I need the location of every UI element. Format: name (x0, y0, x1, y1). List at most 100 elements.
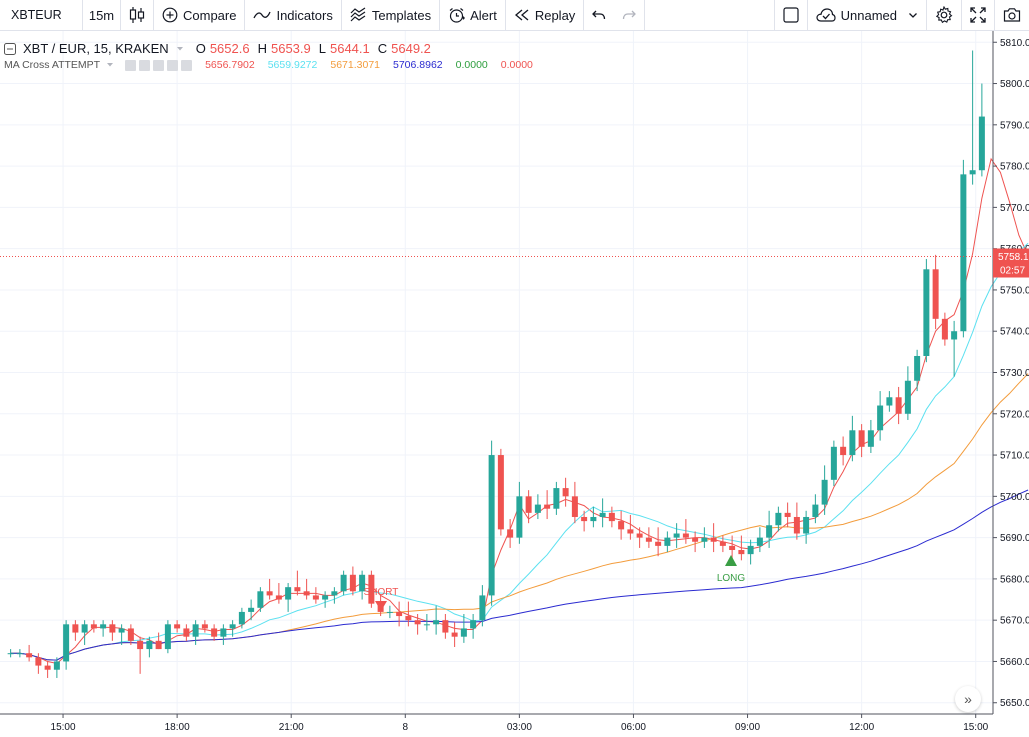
candle-body (44, 665, 51, 670)
high-value: 5653.9 (270, 41, 311, 56)
price-chart[interactable]: SHORT LONG 5650.0 5660.0 5670.0 5680.0 5690.0… (0, 31, 1029, 737)
candle-body (673, 533, 680, 538)
price-tick-label: 5680.0 (1000, 574, 1029, 585)
interval-text: 15m (88, 7, 115, 23)
candle-body (479, 595, 486, 621)
candle (349, 566, 356, 596)
candle (127, 624, 134, 645)
candle (932, 254, 939, 330)
candle (701, 527, 708, 548)
candle (590, 506, 597, 528)
candle (534, 494, 541, 520)
candle (192, 620, 199, 645)
eye-icon[interactable] (125, 59, 137, 71)
fullscreen-layout-button[interactable] (775, 0, 808, 30)
time-tick-label: 15:00 (51, 722, 76, 733)
gear-icon[interactable] (139, 59, 151, 71)
price-tick-label: 5800.0 (1000, 79, 1029, 90)
chevron-down-icon[interactable] (176, 46, 184, 52)
templates-icon (350, 7, 366, 22)
candle-body (710, 537, 717, 542)
candle (229, 620, 236, 637)
plus-icon[interactable] (167, 59, 179, 71)
candle-body (433, 620, 440, 625)
study-name: MA Cross ATTEMPT (4, 59, 101, 71)
candle-body (664, 537, 671, 546)
templates-button[interactable]: Templates (342, 0, 441, 30)
last-price-badge (993, 248, 1029, 278)
candle (100, 620, 107, 637)
candle-body (516, 496, 523, 538)
candle (442, 613, 449, 639)
snapshot-button[interactable] (995, 0, 1029, 30)
candle-body (81, 624, 88, 633)
fullscreen-button[interactable] (962, 0, 995, 30)
candle (164, 620, 171, 654)
candle (479, 585, 486, 627)
candle-body (35, 657, 42, 666)
price-tick-label: 5660.0 (1000, 657, 1029, 668)
candle (44, 661, 51, 678)
compare-button[interactable]: Compare (154, 0, 246, 30)
collapse-icon[interactable] (4, 42, 16, 55)
candle-body (830, 446, 837, 480)
source-code-icon[interactable] (153, 59, 165, 71)
interval-button[interactable]: 15m (83, 0, 121, 30)
study-legend: MA Cross ATTEMPT 5656.7902 5659.9272 567… (4, 59, 533, 71)
candle (303, 578, 310, 600)
candle (497, 448, 504, 536)
settings-button[interactable] (927, 0, 962, 30)
candle-body (322, 595, 329, 600)
candle (146, 636, 153, 658)
series-title: XBT / EUR, 15, KRAKEN (23, 41, 169, 56)
symbol-text: XBTEUR (11, 8, 62, 22)
replay-button[interactable]: Replay (506, 0, 585, 30)
layout-name: Unnamed (840, 7, 897, 23)
candle-body (525, 496, 532, 513)
candle (618, 510, 625, 540)
candle (331, 587, 338, 604)
candle (978, 83, 985, 177)
candle-body (941, 318, 948, 340)
undo-button[interactable] (584, 0, 614, 30)
candle (636, 527, 643, 548)
candle-body (793, 516, 800, 534)
candle (507, 519, 514, 548)
candle-body (618, 521, 625, 530)
candle-body (368, 574, 375, 604)
redo-button[interactable] (614, 0, 646, 30)
candle-body (470, 620, 477, 629)
candle-body (423, 624, 430, 626)
more-icon[interactable] (181, 59, 193, 71)
candle-body (238, 611, 245, 625)
alert-label: Alert (470, 7, 497, 23)
candle (414, 613, 421, 635)
candle-body (895, 397, 902, 414)
save-layout-button[interactable]: Unnamed (808, 0, 927, 30)
symbol-search[interactable]: XBTEUR (0, 0, 83, 30)
candle-body (951, 331, 958, 340)
candle (914, 349, 921, 392)
candle-body (766, 525, 773, 538)
candle-body (738, 550, 745, 555)
candle (386, 605, 393, 619)
chevron-down-icon (909, 13, 917, 18)
candle (516, 481, 523, 544)
indicators-button[interactable]: Indicators (245, 0, 342, 30)
scroll-to-realtime-button[interactable]: » (955, 686, 981, 712)
candle (460, 613, 467, 643)
alert-button[interactable]: Alert (440, 0, 506, 30)
candle-body (285, 587, 292, 600)
price-tick-label: 5690.0 (1000, 533, 1029, 544)
price-tick-label: 5770.0 (1000, 203, 1029, 214)
candle-body (534, 504, 541, 513)
candle (488, 440, 495, 606)
camera-icon (1003, 8, 1021, 22)
chevron-down-icon[interactable] (106, 62, 114, 68)
time-tick-label: 8 (403, 722, 409, 733)
open-label: O (195, 41, 206, 56)
candle-body (266, 591, 273, 596)
study-value: 0.0000 (500, 59, 533, 71)
chart-type-button[interactable] (121, 0, 154, 30)
chart-container[interactable]: SHORT LONG 5650.0 5660.0 5670.0 5680.0 5690.0… (0, 31, 1029, 737)
